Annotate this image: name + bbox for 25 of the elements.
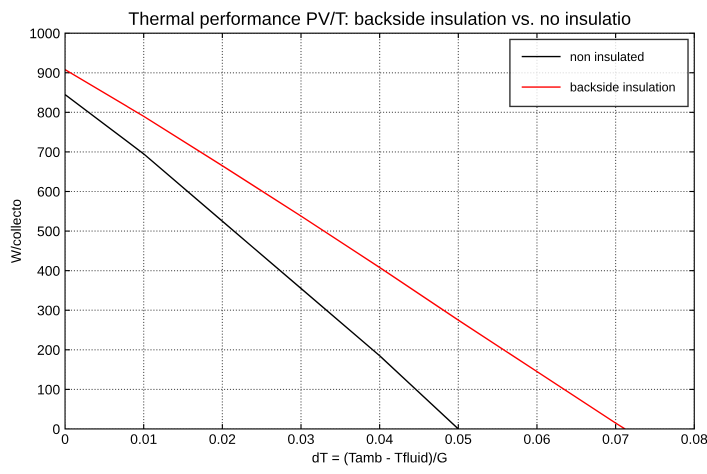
- x-tick-label: 0.02: [209, 434, 236, 444]
- x-tick-label: 0.06: [524, 434, 550, 444]
- x-tick-label: 0.08: [681, 434, 707, 444]
- y-tick-label: 800: [38, 108, 60, 118]
- y-tick-label: 600: [38, 186, 60, 197]
- x-tick-label: 0.07: [602, 434, 628, 444]
- y-tick-label: 400: [37, 266, 60, 276]
- x-tick-label: 0.01: [130, 434, 157, 444]
- y-tick-label: 300: [38, 306, 60, 316]
- x-tick-label: 0.05: [445, 434, 472, 444]
- y-tick-label: 700: [38, 147, 60, 158]
- x-tick-label: 0: [62, 434, 68, 444]
- y-tick-label: 0: [53, 424, 60, 434]
- legend-label: backside insulation: [570, 82, 675, 92]
- x-tick-label: 0.04: [366, 434, 393, 444]
- x-tick-label: 0.03: [288, 434, 314, 444]
- x-axis-title: dT = (Tamb - Tfluid)/G: [312, 452, 446, 466]
- y-tick-label: 900: [38, 68, 60, 78]
- y-tick-label: 1000: [30, 28, 60, 38]
- chart-title: Thermal performance PV/T: backside insulation vs. no insulatio: [128, 12, 630, 29]
- y-tick-label: 200: [38, 345, 60, 355]
- y-tick-label: 100: [38, 384, 60, 395]
- legend-label: non insulated: [570, 52, 644, 62]
- y-tick-label: 500: [38, 226, 60, 236]
- y-axis-title: W/collecto: [10, 200, 21, 264]
